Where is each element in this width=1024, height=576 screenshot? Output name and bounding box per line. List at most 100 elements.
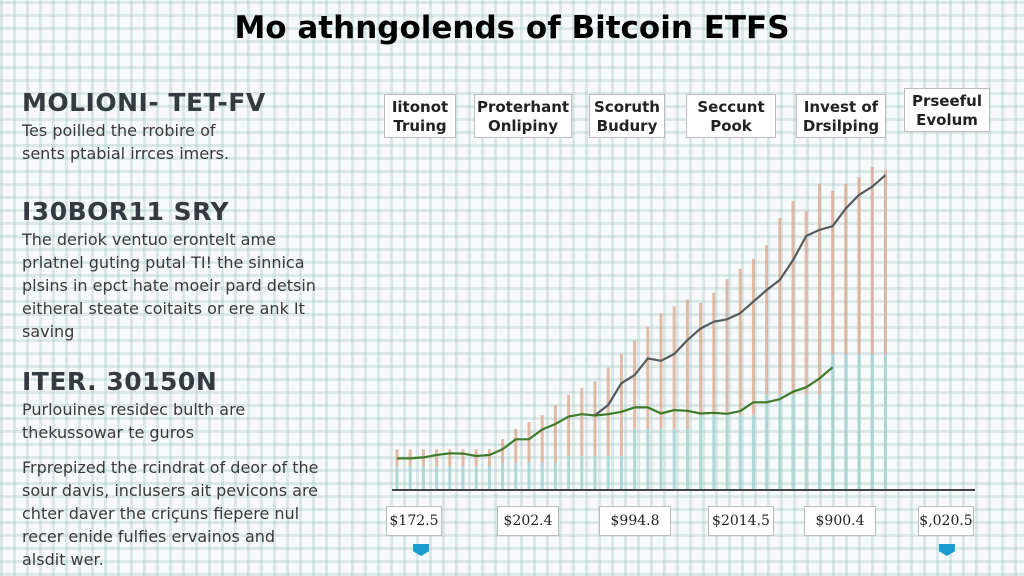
bar-lower — [738, 415, 742, 490]
bar-lower — [567, 456, 571, 490]
bar-upper — [646, 326, 650, 429]
top-label: Proterhant Onlipiny — [474, 94, 572, 138]
bar-lower — [659, 428, 663, 490]
section-text: sour davis, inclusers ait pevicons are — [22, 481, 319, 500]
bar-lower — [725, 415, 729, 490]
bar-lower — [857, 354, 861, 490]
bar-upper — [725, 279, 729, 416]
bar-upper — [580, 388, 584, 456]
bar-lower — [395, 466, 399, 490]
bar-upper — [883, 170, 887, 354]
bar-lower — [817, 394, 821, 490]
bar-upper — [831, 190, 835, 354]
bar-lower — [778, 394, 782, 490]
top-label: Invest of Drsilping — [796, 94, 886, 138]
bar-upper — [738, 269, 742, 416]
bar-lower — [646, 428, 650, 490]
bar-lower — [804, 394, 808, 490]
section-text: plsins in epct hate moeir pard detsin — [22, 276, 316, 295]
bar-lower — [593, 456, 597, 490]
bar-lower — [685, 428, 689, 490]
bar-lower — [501, 462, 505, 490]
section-text: Tes poilled the rrobire of — [22, 121, 216, 140]
bar-lower — [461, 466, 465, 490]
bar-upper — [870, 167, 874, 354]
bar-lower — [751, 415, 755, 490]
bar-lower — [606, 456, 610, 490]
bar-lower — [421, 466, 425, 490]
bar-upper — [765, 245, 769, 395]
bar-lower — [765, 394, 769, 490]
text-panel: MOLIONI- TET-FV Tes poilled the rrobire … — [22, 88, 352, 571]
value-label: $900.4 — [804, 506, 876, 536]
bar-upper — [685, 299, 689, 429]
section-text: Frprepized the rcindrat of deor of the — [22, 458, 319, 477]
top-label: Prseeful Evolum — [904, 88, 990, 132]
bar-lower — [580, 456, 584, 490]
bar-upper — [778, 218, 782, 395]
page-title: Mo athngolends of Bitcoin ETFS — [234, 10, 790, 46]
section-text: The deriok ventuo erontelt ame — [22, 230, 276, 249]
value-label: $2014.5 — [708, 506, 774, 536]
value-label: $,020.5 — [918, 506, 974, 536]
bar-upper — [606, 367, 610, 456]
top-label: Iitonot Truing — [384, 94, 456, 138]
bar-upper — [540, 415, 544, 463]
bar-lower — [540, 462, 544, 490]
value-label: $994.8 — [599, 506, 671, 536]
bar-upper — [514, 428, 518, 463]
bar-lower — [527, 462, 531, 490]
top-label: Seccunt Pook — [686, 94, 776, 138]
section-text: thekussowar te guros — [22, 423, 195, 442]
bar-lower — [791, 394, 795, 490]
marker-icon — [413, 544, 429, 556]
section-text: sents ptabial irrces imers. — [22, 144, 230, 163]
bar-upper — [567, 394, 571, 456]
bar-upper — [435, 449, 439, 467]
bar-lower — [699, 415, 703, 490]
section-text: eitheral steate coitaits or ere ank It — [22, 299, 305, 318]
section-2: I30BOR11 SRY The deriok ventuo erontelt … — [22, 197, 352, 343]
bar-upper — [712, 292, 716, 416]
bar-lower — [831, 354, 835, 490]
bar-upper — [699, 303, 703, 416]
marker-icon — [939, 544, 955, 556]
value-label: $202.4 — [497, 506, 559, 536]
bar-lower — [487, 466, 491, 490]
bar-upper — [448, 449, 452, 467]
section-text: alsdit wer. — [22, 550, 104, 569]
bar-upper — [817, 184, 821, 395]
bar-upper — [672, 306, 676, 429]
section-text: chter daver the criçuns fiepere nul — [22, 504, 300, 523]
bar-lower — [408, 466, 412, 490]
bar-lower — [448, 466, 452, 490]
section-text: saving — [22, 322, 75, 341]
bar-lower — [435, 466, 439, 490]
bar-lower — [672, 428, 676, 490]
bar-upper — [501, 439, 505, 463]
bar-upper — [487, 449, 491, 467]
section-heading: ITER. 30150N — [22, 367, 218, 396]
top-label: Scoruth Budury — [589, 94, 665, 138]
series-line-2 — [397, 366, 834, 460]
bar-upper — [527, 422, 531, 463]
bar-upper — [751, 258, 755, 416]
bar-lower — [553, 462, 557, 490]
section-text: recer enide fulfies ervainos and — [22, 527, 276, 546]
value-label: $172.5 — [386, 506, 442, 536]
section-4: Frprepized the rcindrat of deor of the s… — [22, 456, 352, 571]
bar-upper — [804, 211, 808, 395]
bar-lower — [870, 354, 874, 490]
bar-lower — [474, 466, 478, 490]
bar-upper — [593, 381, 597, 456]
section-text: prlatnel guting putal TI! the sinnica — [22, 253, 305, 272]
bar-upper — [474, 449, 478, 467]
bar-lower — [844, 354, 848, 490]
section-3: ITER. 30150N Purlouines residec bulth ar… — [22, 367, 352, 444]
section-heading: I30BOR11 SRY — [22, 197, 230, 226]
bar-lower — [633, 428, 637, 490]
section-text: Purlouines residec bulth are — [22, 400, 246, 419]
bar-upper — [461, 449, 465, 467]
section-1: MOLIONI- TET-FV Tes poilled the rrobire … — [22, 88, 352, 165]
